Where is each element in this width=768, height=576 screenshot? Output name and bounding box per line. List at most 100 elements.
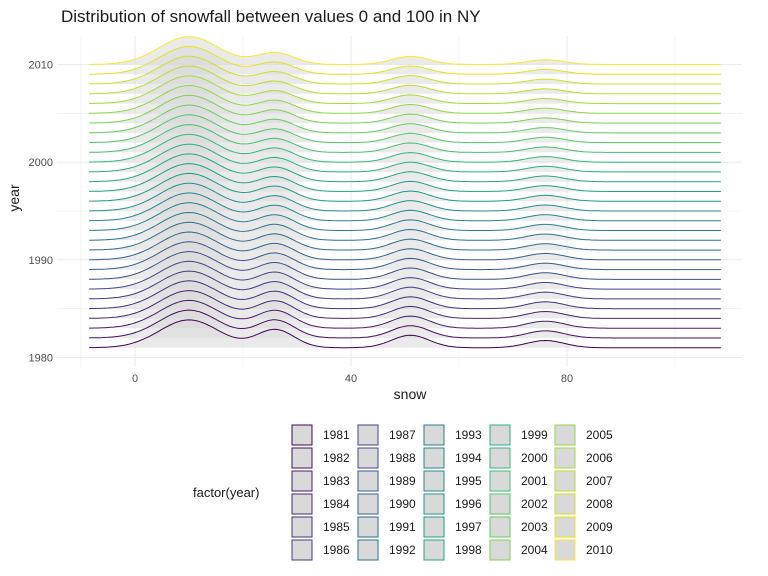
- ridge-2007: [89, 65, 721, 95]
- ridge-fill: [89, 134, 721, 163]
- legend-item-1993: 1993: [423, 424, 482, 446]
- legend-label: 2001: [521, 474, 548, 488]
- chart-title: Distribution of snowfall between values …: [61, 7, 481, 26]
- legend-item-2001: 2001: [489, 470, 548, 492]
- legend-item-2004: 2004: [489, 539, 548, 561]
- ridge-fill: [89, 114, 721, 143]
- legend-key: [554, 493, 576, 515]
- ridge-fill: [89, 280, 721, 309]
- legend-label: 1982: [323, 451, 350, 465]
- ridge-fill: [89, 66, 721, 94]
- ridge-fill: [89, 56, 721, 85]
- legend-key: [554, 447, 576, 469]
- ridge-line: [89, 75, 721, 105]
- ridge-1991: [89, 221, 721, 251]
- legend-label: 2010: [586, 543, 613, 557]
- legend-label: 1985: [323, 520, 350, 534]
- legend-label: 1997: [455, 520, 482, 534]
- legend-label: 2002: [521, 497, 548, 511]
- legend-item-2008: 2008: [554, 493, 613, 515]
- legend-label: 1981: [323, 428, 350, 442]
- ridge-fill: [89, 232, 721, 260]
- legend: 1981 1982 1983 1984 1985 1986 1987 1988 1989 1990…: [291, 424, 613, 561]
- ridge-fill: [89, 290, 721, 319]
- ridge-line: [89, 202, 721, 231]
- legend-key: [423, 424, 445, 446]
- ridge-line: [89, 260, 721, 290]
- ridge-line: [89, 114, 721, 144]
- legend-key: [291, 539, 313, 561]
- ridge-fill: [89, 46, 721, 75]
- legend-item-1998: 1998: [423, 539, 482, 561]
- ridge-2002: [89, 114, 721, 144]
- legend-label: 1984: [323, 497, 350, 511]
- ridge-fill: [89, 241, 721, 270]
- legend-item-1983: 1983: [291, 470, 350, 492]
- ridge-fill: [89, 105, 721, 133]
- legend-key: [357, 424, 379, 446]
- ridge-line: [89, 163, 721, 192]
- legend-key: [291, 516, 313, 538]
- legend-item-2010: 2010: [554, 539, 613, 561]
- tick-layer: 0 40 80 1980 1990 2000 2010: [29, 60, 574, 386]
- ridge-line: [89, 153, 721, 183]
- ridge-fill: [89, 36, 721, 65]
- ridge-1987: [89, 260, 721, 290]
- y-tick-label: 1980: [29, 353, 53, 365]
- legend-key: [554, 470, 576, 492]
- ridge-line: [89, 192, 721, 222]
- legend-key: [357, 470, 379, 492]
- ridge-1990: [89, 231, 721, 261]
- ridge-line: [89, 182, 721, 212]
- legend-label: 1998: [455, 543, 482, 557]
- y-tick-label: 2000: [29, 157, 53, 169]
- ridge-fill: [89, 310, 721, 338]
- legend-key: [291, 447, 313, 469]
- legend-key: [489, 447, 511, 469]
- ridge-1984: [89, 290, 721, 319]
- ridge-line: [89, 133, 721, 163]
- legend-item-1989: 1989: [357, 470, 416, 492]
- ridge-1981: [89, 319, 721, 349]
- legend-key: [423, 516, 445, 538]
- ridge-1999: [89, 143, 721, 173]
- legend-item-2005: 2005: [554, 424, 613, 446]
- ridge-1995: [89, 182, 721, 212]
- legend-label: 1983: [323, 474, 350, 488]
- ridge-line: [89, 211, 721, 241]
- legend-key: [423, 470, 445, 492]
- legend-key: [489, 539, 511, 561]
- ridge-fill: [89, 271, 721, 299]
- legend-item-1984: 1984: [291, 493, 350, 515]
- x-tick-label: 0: [132, 373, 138, 385]
- ridge-1983: [89, 299, 721, 329]
- ridge-fill: [89, 183, 721, 211]
- ridge-2006: [89, 75, 721, 105]
- legend-label: 1991: [389, 520, 416, 534]
- ridge-1993: [89, 202, 721, 231]
- legend-key: [423, 447, 445, 469]
- legend-item-1985: 1985: [291, 516, 350, 538]
- legend-label: 1986: [323, 543, 350, 557]
- legend-item-1986: 1986: [291, 539, 350, 561]
- legend-item-1981: 1981: [291, 424, 350, 446]
- legend-key: [554, 516, 576, 538]
- ridge-2009: [89, 45, 721, 75]
- x-tick-label: 40: [345, 373, 357, 385]
- legend-key: [554, 539, 576, 561]
- legend-label: 1999: [521, 428, 548, 442]
- legend-label: 2008: [586, 497, 613, 511]
- ridge-2004: [89, 94, 721, 124]
- legend-item-1988: 1988: [357, 447, 416, 469]
- ridge-1994: [89, 192, 721, 222]
- legend-item-1996: 1996: [423, 493, 482, 515]
- ridge-line: [89, 36, 721, 65]
- ridge-line: [89, 94, 721, 124]
- ridge-1997: [89, 163, 721, 192]
- ridge-line: [89, 250, 721, 280]
- legend-label: 1992: [389, 543, 416, 557]
- legend-item-2009: 2009: [554, 516, 613, 538]
- legend-item-2000: 2000: [489, 447, 548, 469]
- legend-key: [291, 493, 313, 515]
